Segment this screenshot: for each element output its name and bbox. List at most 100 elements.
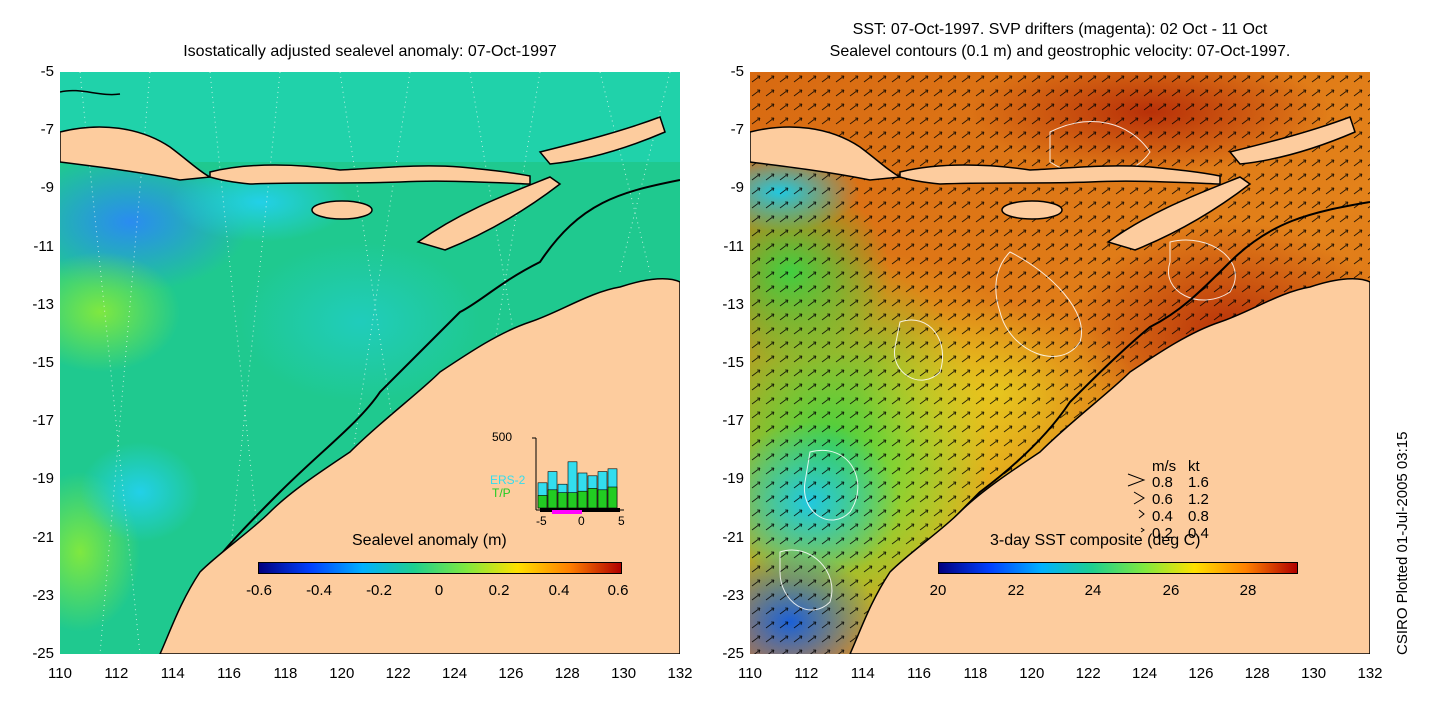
y-tick-label: -21	[722, 528, 744, 546]
y-tick-label: -13	[722, 295, 744, 313]
velocity-legend-kt: 1.2	[1188, 491, 1209, 508]
y-tick-label: -23	[722, 586, 744, 604]
y-tick-label: -25	[722, 645, 744, 662]
x-tick-label: 118	[273, 665, 298, 682]
y-tick-label: -11	[723, 237, 744, 255]
velocity-legend-header-kt: kt	[1188, 458, 1200, 475]
y-tick-label: -17	[32, 412, 54, 430]
inset-magenta-marker	[552, 510, 582, 514]
y-tick-label: -9	[40, 179, 54, 197]
inset-tp-bar	[557, 492, 568, 509]
x-tick-label: 124	[1132, 665, 1158, 682]
y-tick-label: -25	[32, 645, 54, 662]
right-colorbar-label: 24	[1084, 582, 1102, 599]
x-tick-label: 126	[1188, 665, 1214, 682]
sst-sumba-island	[1001, 200, 1063, 220]
right-colorbar-title: 3-day SST composite (deg C)	[990, 532, 1201, 549]
x-tick-label: 132	[1357, 665, 1383, 682]
inset-xtick-label: 5	[618, 514, 625, 528]
y-tick-label: -9	[730, 179, 744, 197]
left-colorbar-label: -0.6	[246, 582, 272, 599]
inset-tp-bar	[567, 492, 578, 509]
right-colorbar	[938, 562, 1298, 574]
right-colorbar-label: 22	[1007, 582, 1025, 599]
x-tick-label: 112	[794, 665, 819, 682]
velocity-legend-kt: 0.8	[1188, 508, 1209, 525]
x-tick-label: 112	[104, 665, 129, 682]
y-tick-label: -19	[32, 470, 54, 488]
right-colorbar-label: 20	[929, 582, 947, 599]
right-map-title-line2: Sealevel contours (0.1 m) and geostrophi…	[829, 43, 1291, 60]
y-tick-label: -5	[730, 63, 744, 80]
x-tick-label: 126	[498, 665, 524, 682]
inset-tp-bar	[587, 488, 598, 509]
velocity-legend-ms: 0.2	[1152, 525, 1173, 542]
y-tick-label: -13	[32, 295, 54, 313]
inset-ymax-label: 500	[492, 430, 513, 444]
right-colorbar-label: 26	[1162, 582, 1180, 599]
right-colorbar-label: 28	[1239, 582, 1257, 599]
left-colorbar-label: 0.4	[548, 582, 570, 599]
y-tick-label: -23	[32, 586, 54, 604]
track-count-inset	[490, 428, 630, 528]
inset-xtick-label: 0	[578, 514, 585, 528]
velocity-legend-kt: 1.6	[1188, 474, 1209, 491]
x-tick-label: 122	[1075, 665, 1101, 682]
inset-tp-bar	[537, 495, 548, 509]
x-tick-label: 124	[442, 665, 468, 682]
sst-timor-island	[1106, 176, 1252, 251]
inset-xtick-label: -5	[536, 514, 547, 528]
sealevel-anomaly-map	[60, 72, 680, 654]
velocity-legend-arrows	[1127, 473, 1146, 533]
inset-tp-bar	[607, 486, 618, 509]
x-tick-label: 128	[1244, 665, 1270, 682]
inset-series-ers2: ERS-2	[490, 473, 526, 487]
inset-tp-bar	[597, 489, 608, 509]
inset-tp-bar	[547, 489, 558, 509]
x-tick-label: 110	[48, 665, 72, 682]
y-tick-label: -15	[32, 354, 54, 371]
plot-credit-label: CSIRO Plotted 01-Jul-2005 03:15	[1394, 431, 1411, 655]
velocity-legend-ms: 0.8	[1152, 474, 1173, 491]
x-tick-label: 130	[611, 665, 637, 682]
y-tick-label: -21	[32, 528, 54, 546]
left-colorbar	[258, 562, 622, 574]
sst-java-island	[750, 126, 903, 181]
australia-landmass	[159, 277, 680, 654]
x-tick-label: 114	[850, 665, 875, 682]
velocity-legend-ms: 0.6	[1152, 491, 1173, 508]
left-colorbar-title: Sealevel anomaly (m)	[352, 532, 507, 549]
y-tick-label: -19	[722, 470, 744, 488]
velocity-legend-header-ms: m/s	[1152, 458, 1177, 475]
inset-series-tp: T/P	[492, 486, 511, 500]
left-colorbar-label: 0.2	[488, 582, 510, 599]
java-island	[60, 126, 213, 181]
y-tick-label: -5	[40, 63, 54, 80]
inset-tp-bar	[577, 490, 588, 509]
left-colorbar-label: -0.2	[366, 582, 392, 599]
velocity-legend-ms: 0.4	[1152, 508, 1173, 525]
y-tick-label: -7	[730, 121, 744, 139]
x-tick-label: 122	[385, 665, 411, 682]
sst-map	[750, 72, 1370, 654]
x-tick-label: 118	[963, 665, 988, 682]
x-tick-label: 114	[160, 665, 185, 682]
right-map-title-line1: SST: 07-Oct-1997. SVP drifters (magenta)…	[852, 21, 1268, 38]
velocity-legend-kt: 0.4	[1188, 525, 1209, 542]
y-tick-label: -7	[40, 121, 54, 139]
left-colorbar-label: -0.4	[306, 582, 332, 599]
sst-australia-landmass	[849, 277, 1370, 654]
left-colorbar-label: 0	[434, 582, 444, 599]
y-tick-label: -17	[722, 412, 744, 430]
left-colorbar-label: 0.6	[607, 582, 629, 599]
x-tick-label: 120	[329, 665, 355, 682]
x-tick-label: 120	[1019, 665, 1045, 682]
x-tick-label: 132	[667, 665, 693, 682]
x-tick-label: 110	[738, 665, 762, 682]
x-tick-label: 128	[554, 665, 580, 682]
x-tick-label: 130	[1301, 665, 1327, 682]
sumba-island	[311, 200, 373, 220]
y-tick-label: -15	[722, 354, 744, 371]
left-map-title: Isostatically adjusted sealevel anomaly:…	[183, 43, 557, 60]
x-tick-label: 116	[907, 665, 932, 682]
